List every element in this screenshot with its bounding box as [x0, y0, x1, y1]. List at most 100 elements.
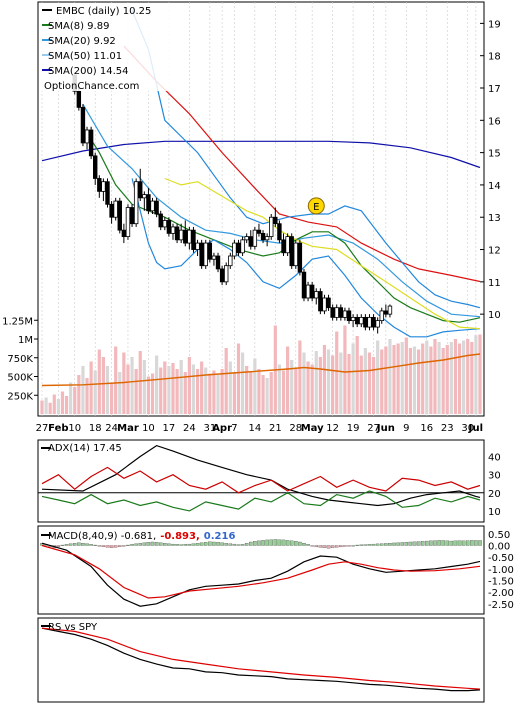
candle-body: [232, 242, 237, 257]
volume-bar: [93, 370, 97, 414]
volume-bar: [433, 339, 437, 414]
macd-histogram-bar: [68, 543, 73, 546]
macd-histogram-bar: [265, 539, 269, 546]
rs-panel-frame: [37, 617, 485, 703]
volume-bar: [339, 352, 343, 414]
macd-tick-label: -1.50: [488, 577, 514, 588]
macd-histogram-bar: [437, 540, 441, 546]
candle-body: [178, 229, 184, 241]
rs-rs-line: [41, 627, 481, 692]
macd-histogram-bar: [212, 541, 216, 546]
macd-histogram-bar: [339, 545, 343, 548]
candle-body: [142, 194, 147, 199]
volume-bar: [118, 372, 122, 414]
macd-histogram-bar: [453, 540, 458, 546]
candle-body: [138, 181, 143, 199]
volume-bar: [425, 340, 429, 414]
x-tick-label: 21: [269, 423, 282, 434]
volume-bar: [163, 361, 167, 414]
macd-histogram-bar: [355, 544, 359, 546]
macd-histogram-bar: [122, 545, 126, 547]
volume-tick-label: 1.25M: [2, 316, 33, 327]
macd-histogram-bar: [101, 545, 106, 547]
candle-body: [154, 200, 159, 215]
adx-di-line: [41, 466, 481, 494]
candle-body: [342, 310, 348, 318]
macd-histogram-bar: [334, 545, 339, 548]
candle-body: [285, 236, 290, 254]
candle-body: [129, 207, 135, 225]
volume-bar: [421, 343, 425, 414]
candle-body: [350, 316, 356, 322]
watermark: OptionChance.com: [44, 81, 139, 92]
rs-label: RS vs SPY: [48, 622, 98, 633]
x-tick-label: 24: [105, 423, 118, 434]
candle-body: [80, 106, 86, 144]
macd-histogram-bar: [109, 545, 114, 548]
x-tick-label: 23: [441, 423, 454, 434]
price-tick-label: 19: [488, 19, 501, 30]
volume-bar: [269, 372, 273, 414]
volume-bar: [265, 378, 269, 414]
macd-signal-line: [41, 544, 481, 599]
volume-bar: [326, 349, 331, 414]
volume-bar: [384, 346, 388, 414]
macd-tick-label: 0.50: [488, 530, 510, 541]
candle-body: [236, 242, 241, 254]
volume-tick-label: 250K: [7, 391, 33, 402]
volume-tick-label: 750K: [7, 354, 33, 365]
macd-histogram-bar: [457, 540, 462, 546]
volume-bar: [204, 367, 208, 414]
candle-body: [158, 213, 163, 228]
macd-histogram-bar: [228, 543, 233, 546]
macd-macd-line: [41, 542, 481, 607]
volume-bar: [85, 378, 89, 414]
macd-histogram-bar: [105, 545, 110, 548]
volume-bar: [470, 342, 474, 414]
candle-body: [174, 226, 180, 241]
candle-body: [88, 129, 94, 157]
volume-bar: [286, 346, 290, 414]
x-tick-label: 30: [461, 423, 474, 434]
volume-bar: [449, 342, 453, 414]
macd-histogram-bar: [429, 540, 433, 546]
candle-body: [150, 200, 155, 212]
volume-bar: [126, 364, 130, 414]
legend-label-sma50: SMA(50) 11.01: [48, 51, 122, 62]
legend-label-sma8: SMA(8) 9.89: [48, 21, 109, 32]
axis-layer: 10 11 12 13 14 15 16 17 18 19 250K 500K 750K 1M 1.25M 2…: [2, 19, 514, 610]
volume-bar: [429, 346, 433, 414]
price-tick-label: 12: [488, 246, 501, 257]
macd-histogram-bar: [154, 542, 159, 546]
macd-histogram-bar: [322, 545, 327, 548]
volume-bar: [150, 373, 155, 414]
candle-body: [219, 268, 225, 283]
candle-body: [334, 307, 339, 318]
candle-body: [215, 255, 221, 270]
legend-label-price: EMBC (daily) 10.25: [56, 6, 151, 17]
adx-label: ADX(14) 17.45: [48, 443, 122, 454]
volume-bar: [191, 364, 196, 414]
macd-histogram-bar: [277, 539, 282, 546]
volume-bar: [64, 396, 69, 414]
volume-bar: [400, 342, 404, 414]
volume-bar: [261, 375, 265, 414]
macd-histogram-bar: [433, 540, 437, 546]
volume-bar: [89, 361, 93, 414]
macd-histogram-bar: [187, 543, 192, 546]
volume-bar: [453, 339, 458, 414]
macd-histogram-bar: [208, 541, 212, 546]
volume-bar: [97, 349, 101, 414]
macd-label-main: MACD(8,40,9) -0.681,: [48, 531, 156, 542]
candle-body: [109, 203, 114, 218]
macd-histogram-bar: [77, 542, 81, 546]
volume-bar: [294, 369, 298, 414]
x-tick-label: Apr: [212, 423, 232, 434]
candle-body: [113, 200, 118, 218]
volume-bar: [232, 372, 236, 414]
volume-bar: [462, 340, 466, 414]
volume-layer: [40, 325, 482, 549]
candle-body: [346, 310, 352, 322]
volume-bar: [392, 345, 396, 414]
volume-bar: [224, 348, 228, 414]
